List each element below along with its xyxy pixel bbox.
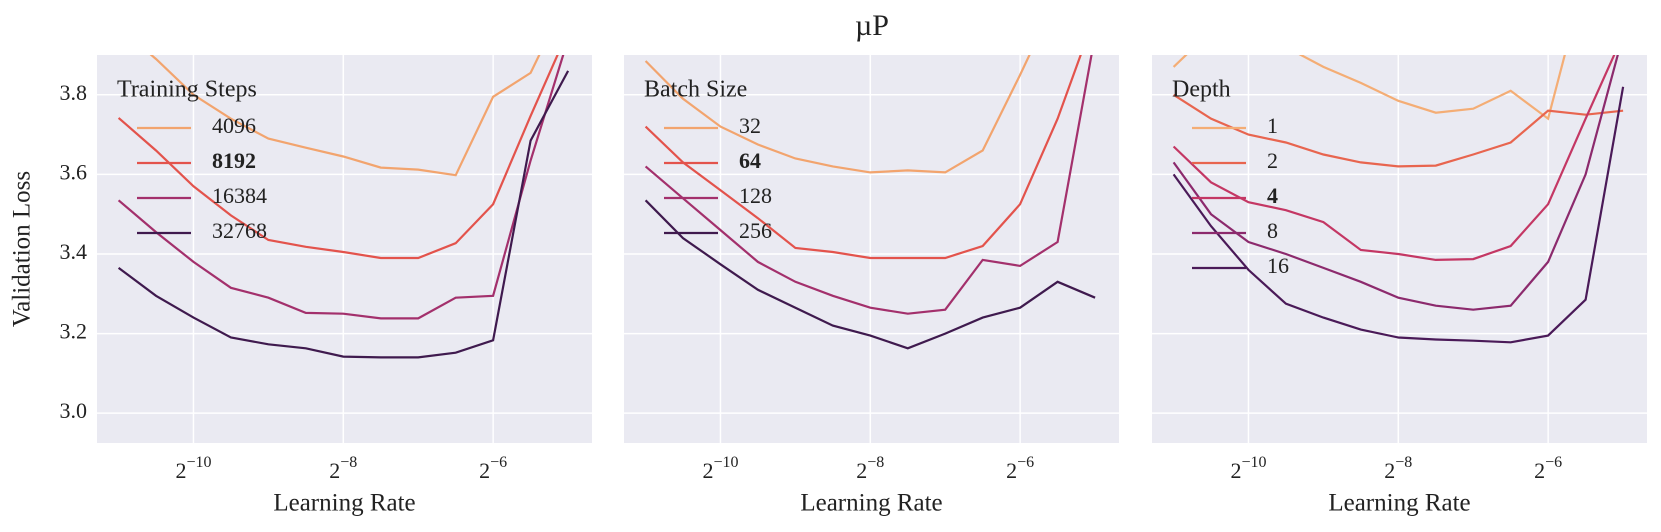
- plot-area: [97, 55, 592, 443]
- y-tick-label: 3.4: [60, 239, 88, 264]
- x-tick-label: 2−10: [1230, 454, 1266, 483]
- y-tick-label: 3.2: [60, 319, 88, 344]
- legend-title: Batch Size: [644, 77, 747, 103]
- plot-area: [1152, 55, 1647, 443]
- legend-title: Training Steps: [117, 77, 257, 103]
- legend-label: 32768: [212, 218, 267, 243]
- series-line: [1172, 86, 1625, 344]
- y-tick-label: 3.0: [60, 398, 88, 423]
- series-line: [644, 55, 1031, 174]
- x-axis-label: Learning Rate: [1328, 490, 1470, 517]
- series-line: [117, 55, 565, 320]
- x-axis-label: Learning Rate: [800, 490, 942, 517]
- legend-label: 2: [1267, 148, 1278, 173]
- series-line: [117, 55, 559, 260]
- series-line: [644, 55, 1082, 260]
- y-axis-label: Validation Loss: [9, 171, 36, 327]
- series-line: [117, 70, 570, 359]
- x-tick-label: 2−8: [329, 454, 357, 483]
- x-axis-label: Learning Rate: [273, 490, 415, 517]
- x-tick-label: 2−6: [479, 454, 507, 483]
- plot-area: [624, 55, 1119, 443]
- legend-label: 64: [739, 148, 761, 173]
- y-tick-label: 3.6: [60, 159, 88, 184]
- legend-label: 16384: [212, 183, 267, 208]
- series-line: [1173, 93, 1624, 168]
- x-tick-label: 2−6: [1534, 454, 1562, 483]
- x-tick-label: 2−10: [175, 454, 211, 483]
- legend-label: 4096: [212, 113, 256, 138]
- series-line: [1172, 55, 1619, 311]
- legend-label: 256: [739, 218, 772, 243]
- x-tick-label: 2−8: [856, 454, 884, 483]
- series-line: [149, 55, 541, 177]
- legend-label: 4: [1267, 183, 1278, 208]
- legend-label: 8192: [212, 148, 256, 173]
- series-line: [644, 55, 1093, 315]
- legend-label: 8: [1267, 218, 1278, 243]
- legend-label: 32: [739, 113, 761, 138]
- legend-label: 128: [739, 183, 772, 208]
- x-tick-label: 2−8: [1384, 454, 1412, 483]
- series-line: [644, 199, 1096, 350]
- x-tick-label: 2−10: [702, 454, 738, 483]
- legend-label: 1: [1267, 113, 1278, 138]
- legend-label: 16: [1267, 253, 1289, 278]
- x-tick-label: 2−6: [1006, 454, 1034, 483]
- series-line: [1172, 55, 1616, 262]
- figure-title: µP: [855, 9, 889, 42]
- series-line: [1172, 55, 1566, 121]
- y-tick-label: 3.8: [60, 80, 88, 105]
- legend-title: Depth: [1172, 77, 1231, 103]
